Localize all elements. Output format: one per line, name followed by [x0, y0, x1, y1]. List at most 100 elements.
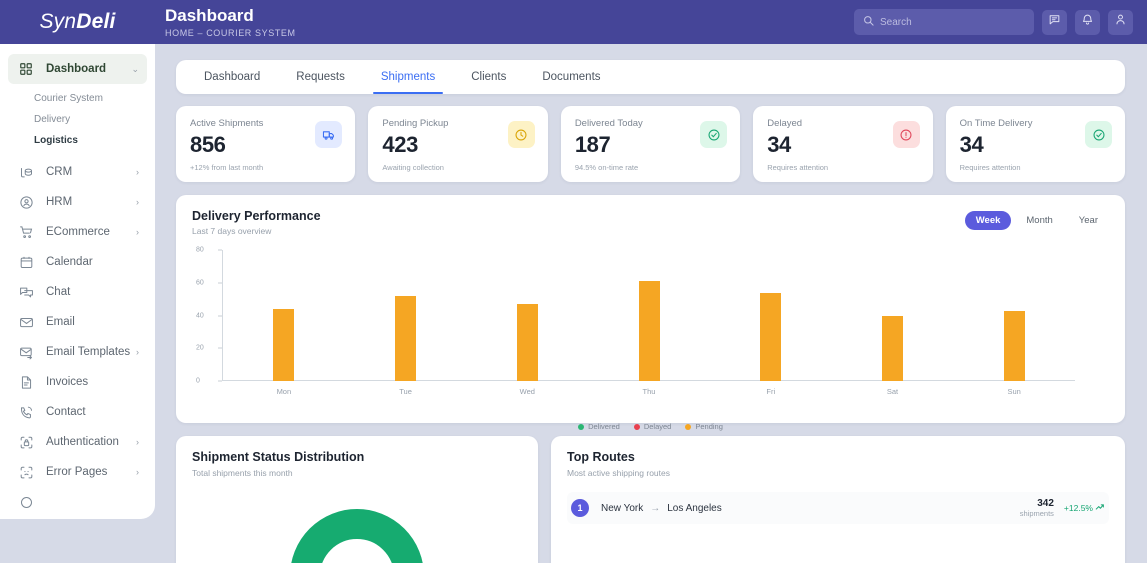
envelope-arrow-icon [16, 345, 36, 360]
sidebar-item-ecommerce[interactable]: ECommerce › [8, 217, 147, 247]
sidebar-item-calendar[interactable]: Calendar [8, 247, 147, 277]
arrow-right-icon: → [650, 502, 661, 514]
crm-icon [16, 165, 36, 180]
bar[interactable] [638, 281, 660, 381]
sidebar-item-error-pages[interactable]: Error Pages › [8, 457, 147, 487]
legend-label: Pending [695, 422, 723, 431]
grid-icon [16, 62, 36, 76]
user-icon [1114, 13, 1127, 31]
legend-label: Delivered [588, 422, 620, 431]
bar-group: Mon Tue Wed Thu Fri Sat Sun [223, 250, 1075, 396]
bar-column[interactable]: Sat [832, 250, 954, 396]
sidebar-item-authentication[interactable]: Authentication › [8, 427, 147, 457]
stat-card-on-time-delivery[interactable]: On Time Delivery 34 Requires attention [945, 106, 1126, 182]
breadcrumb: HOME – COURIER SYSTEM [165, 28, 296, 38]
y-axis-tick [218, 380, 222, 382]
sidebar-item-email[interactable]: Email [8, 307, 147, 337]
sidebar-item-email-templates[interactable]: Email Templates › [8, 337, 147, 367]
route-row[interactable]: 1 New York → Los Angeles 342 shipments +… [567, 492, 1109, 524]
x-axis-tick-label: Mon [276, 387, 292, 396]
bar-column[interactable]: Wed [466, 250, 588, 396]
legend-dot-icon [578, 423, 585, 430]
stat-card-delayed[interactable]: Delayed 34 Requires attention [753, 106, 933, 182]
chat-icon [1048, 13, 1061, 31]
stat-card-delivered-today[interactable]: Delivered Today 187 94.5% on-time rate [560, 106, 741, 182]
range-month-button[interactable]: Month [1026, 215, 1053, 226]
bar[interactable] [516, 304, 538, 381]
chevron-right-icon: › [136, 467, 139, 477]
donut-chart[interactable] [282, 492, 432, 563]
sidebar-item-invoices[interactable]: Invoices [8, 367, 147, 397]
bar-column[interactable]: Sun [953, 250, 1075, 396]
notifications-button[interactable] [1075, 9, 1100, 35]
y-axis-tick [218, 282, 222, 284]
bar[interactable] [395, 295, 417, 381]
bar-column[interactable]: Tue [345, 250, 467, 396]
invoice-icon [16, 375, 36, 390]
bar-column[interactable]: Fri [710, 250, 832, 396]
stat-label: Delivered Today [574, 118, 643, 129]
search-input[interactable] [880, 16, 1025, 28]
header-actions [854, 9, 1147, 35]
profile-button[interactable] [1108, 9, 1133, 35]
stat-card-active-shipments[interactable]: Active Shipments 856 +12% from last mont… [176, 106, 356, 182]
hrm-icon [16, 195, 36, 210]
page-title: Dashboard [165, 6, 254, 25]
bar[interactable] [273, 308, 295, 381]
bar-column[interactable]: Mon [223, 250, 345, 396]
legend-item-delayed[interactable]: Delayed [633, 422, 671, 431]
sidebar-item-hrm[interactable]: HRM › [8, 187, 147, 217]
chevron-right-icon: › [136, 227, 139, 237]
trend-up-icon [1095, 502, 1105, 514]
bar[interactable] [881, 315, 903, 381]
tab-clients[interactable]: Clients [471, 71, 507, 83]
stat-sublabel: 94.5% on-time rate [574, 163, 639, 172]
legend-item-delivered[interactable]: Delivered [578, 422, 620, 431]
stat-card-pending-pickup[interactable]: Pending Pickup 423 Awaiting collection [368, 106, 548, 182]
delivery-performance-card: Delivery Performance Last 7 days overvie… [176, 195, 1125, 431]
chevron-down-icon: ⌄ [131, 63, 139, 74]
calendar-icon [16, 255, 36, 270]
tab-documents[interactable]: Documents [542, 71, 601, 83]
sidebar-subitem-delivery[interactable]: Delivery [34, 114, 71, 125]
chevron-right-icon: › [136, 347, 139, 357]
bar[interactable] [1003, 310, 1025, 381]
sidebar-subitem-logistics[interactable]: Logistics [34, 135, 78, 146]
tab-requests[interactable]: Requests [296, 71, 345, 83]
y-axis-tick [218, 347, 222, 349]
tab-bar: Dashboard Requests Shipments Clients Doc… [176, 60, 1125, 94]
card-subtitle: Most active shipping routes [567, 468, 670, 478]
tab-shipments[interactable]: Shipments [363, 60, 453, 94]
sidebar-item-partial[interactable] [8, 487, 147, 517]
sidebar-item-label: HRM [46, 196, 73, 208]
bar[interactable] [760, 292, 782, 381]
top-header-bar: Syn Deli Dashboard HOME – COURIER SYSTEM [0, 0, 1147, 44]
brand-logo[interactable]: Syn Deli [0, 0, 155, 44]
range-year-button[interactable]: Year [1078, 215, 1098, 226]
sidebar-item-label: Invoices [46, 376, 89, 388]
stat-card-row: Active Shipments 856 +12% from last mont… [176, 106, 1126, 182]
sidebar-item-contact[interactable]: Contact [8, 397, 147, 427]
range-week-button[interactable]: Week [964, 211, 1012, 230]
stat-label: Active Shipments [190, 118, 264, 129]
stat-value: 187 [574, 132, 611, 157]
bar-column[interactable]: Thu [588, 250, 710, 396]
stat-value: 423 [382, 132, 418, 157]
sidebar-subitem-courier-system[interactable]: Courier System [34, 93, 103, 104]
bar-chart-plot: 0 20 40 60 80 Mon Tue Wed Thu Fri Sat Sun [196, 247, 1105, 400]
search-box[interactable] [854, 9, 1034, 35]
tab-dashboard[interactable]: Dashboard [204, 71, 261, 83]
legend-item-pending[interactable]: Pending [685, 422, 723, 431]
sidebar-item-dashboard[interactable]: Dashboard ⌄ [8, 54, 147, 84]
sidebar-item-crm[interactable]: CRM › [8, 157, 147, 187]
y-axis-tick-label: 0 [196, 377, 200, 385]
sidebar-item-label: Calendar [46, 256, 93, 268]
phone-icon [16, 405, 36, 420]
stat-label: On Time Delivery [959, 118, 1033, 129]
clock-icon [507, 121, 535, 148]
stat-sublabel: Awaiting collection [382, 163, 444, 172]
cart-icon [16, 225, 36, 240]
sidebar-item-chat[interactable]: Chat [8, 277, 147, 307]
chat-button[interactable] [1042, 9, 1067, 35]
